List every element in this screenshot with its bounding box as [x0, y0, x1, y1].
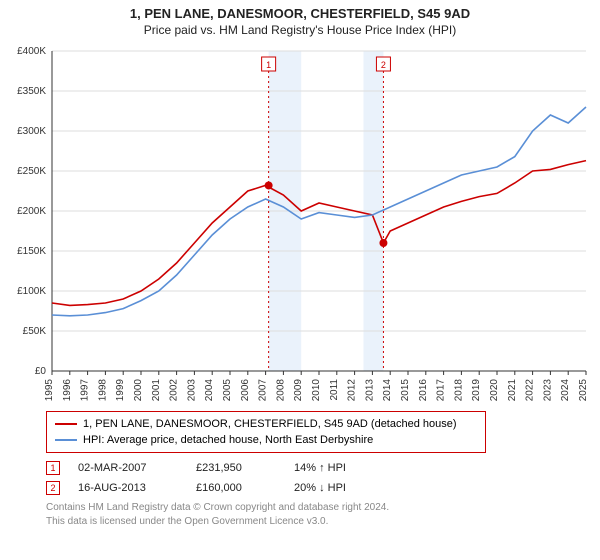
svg-text:2001: 2001	[151, 379, 162, 402]
svg-text:£100K: £100K	[17, 286, 46, 297]
svg-text:2012: 2012	[347, 379, 358, 402]
svg-text:2022: 2022	[525, 379, 536, 402]
svg-text:2014: 2014	[382, 379, 393, 402]
footer-attribution: Contains HM Land Registry data © Crown c…	[46, 501, 592, 529]
event-date: 02-MAR-2007	[78, 462, 178, 474]
event-price: £231,950	[196, 462, 276, 474]
svg-text:2013: 2013	[364, 379, 375, 402]
event-marker: 1	[46, 461, 60, 475]
legend-swatch	[55, 423, 77, 425]
svg-text:2020: 2020	[489, 379, 500, 402]
chart-title-block: 1, PEN LANE, DANESMOOR, CHESTERFIELD, S4…	[8, 6, 592, 37]
svg-text:2024: 2024	[560, 379, 571, 402]
chart-title: 1, PEN LANE, DANESMOOR, CHESTERFIELD, S4…	[8, 6, 592, 21]
event-date: 16-AUG-2013	[78, 482, 178, 494]
line-chart: £0 £50K £100K £150K £200K £250K £300K £350K £400…	[8, 45, 592, 405]
svg-text:2015: 2015	[400, 379, 411, 402]
svg-text:£0: £0	[35, 366, 47, 377]
svg-text:£150K: £150K	[17, 246, 46, 257]
legend-label: HPI: Average price, detached house, Nort…	[83, 432, 373, 448]
event-row: 1 02-MAR-2007 £231,950 14% ↑ HPI	[46, 461, 592, 475]
svg-text:£50K: £50K	[23, 326, 47, 337]
svg-text:2008: 2008	[275, 379, 286, 402]
chart-subtitle: Price paid vs. HM Land Registry's House …	[8, 23, 592, 37]
svg-text:2004: 2004	[204, 379, 215, 402]
svg-text:2009: 2009	[293, 379, 304, 402]
legend-swatch	[55, 439, 77, 441]
svg-text:2017: 2017	[436, 379, 447, 402]
svg-text:2002: 2002	[169, 379, 180, 402]
svg-text:1995: 1995	[44, 379, 55, 402]
event-price: £160,000	[196, 482, 276, 494]
event-table: 1 02-MAR-2007 £231,950 14% ↑ HPI 2 16-AUG-201…	[46, 461, 592, 495]
event-marker: 2	[46, 481, 60, 495]
svg-text:1996: 1996	[62, 379, 73, 402]
svg-text:2010: 2010	[311, 379, 322, 402]
svg-text:2006: 2006	[240, 379, 251, 402]
svg-text:1: 1	[266, 60, 271, 70]
svg-text:2005: 2005	[222, 379, 233, 402]
svg-text:2021: 2021	[507, 379, 518, 402]
svg-text:£300K: £300K	[17, 126, 46, 137]
svg-text:£250K: £250K	[17, 166, 46, 177]
legend-item: 1, PEN LANE, DANESMOOR, CHESTERFIELD, S4…	[55, 416, 477, 432]
event-diff: 14% ↑ HPI	[294, 462, 384, 474]
svg-text:2019: 2019	[471, 379, 482, 402]
svg-text:2003: 2003	[186, 379, 197, 402]
svg-text:1997: 1997	[80, 379, 91, 402]
footer-line: Contains HM Land Registry data © Crown c…	[46, 501, 592, 515]
svg-text:£400K: £400K	[17, 46, 46, 57]
svg-text:£200K: £200K	[17, 206, 46, 217]
footer-line: This data is licensed under the Open Gov…	[46, 515, 592, 529]
svg-text:2: 2	[381, 60, 386, 70]
event-row: 2 16-AUG-2013 £160,000 20% ↓ HPI	[46, 481, 592, 495]
svg-text:2011: 2011	[329, 379, 340, 401]
svg-text:1999: 1999	[115, 379, 126, 402]
legend-item: HPI: Average price, detached house, Nort…	[55, 432, 477, 448]
legend: 1, PEN LANE, DANESMOOR, CHESTERFIELD, S4…	[46, 411, 486, 453]
svg-text:2007: 2007	[258, 379, 269, 402]
svg-text:1998: 1998	[97, 379, 108, 402]
legend-label: 1, PEN LANE, DANESMOOR, CHESTERFIELD, S4…	[83, 416, 457, 432]
event-diff: 20% ↓ HPI	[294, 482, 384, 494]
svg-text:2000: 2000	[133, 379, 144, 402]
svg-text:2025: 2025	[578, 379, 589, 402]
svg-text:£350K: £350K	[17, 86, 46, 97]
svg-text:2018: 2018	[453, 379, 464, 402]
svg-text:2023: 2023	[542, 379, 553, 402]
svg-text:2016: 2016	[418, 379, 429, 402]
